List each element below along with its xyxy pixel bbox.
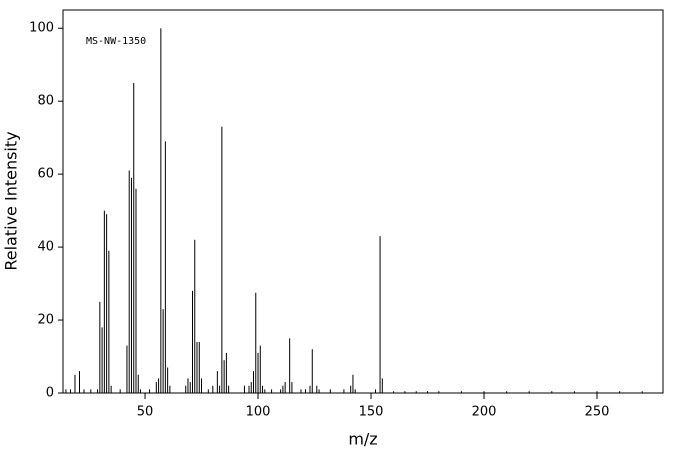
y-tick-label: 20	[37, 313, 54, 328]
y-tick-label: 0	[46, 386, 54, 401]
x-tick-label: 250	[585, 405, 610, 420]
x-axis-title: m/z	[348, 430, 377, 449]
plot-frame	[62, 9, 664, 394]
y-tick-label: 100	[29, 21, 54, 36]
y-tick-label: 40	[37, 240, 54, 255]
y-tick-label: 60	[37, 167, 54, 182]
x-tick-label: 150	[359, 405, 384, 420]
x-tick-label: 200	[472, 405, 497, 420]
y-tick-label: 80	[37, 94, 54, 109]
x-tick-label: 50	[137, 405, 154, 420]
chart-title: MS-NW-1350	[86, 36, 146, 47]
y-axis-title: Relative Intensity	[2, 131, 21, 270]
x-tick-label: 100	[246, 405, 271, 420]
